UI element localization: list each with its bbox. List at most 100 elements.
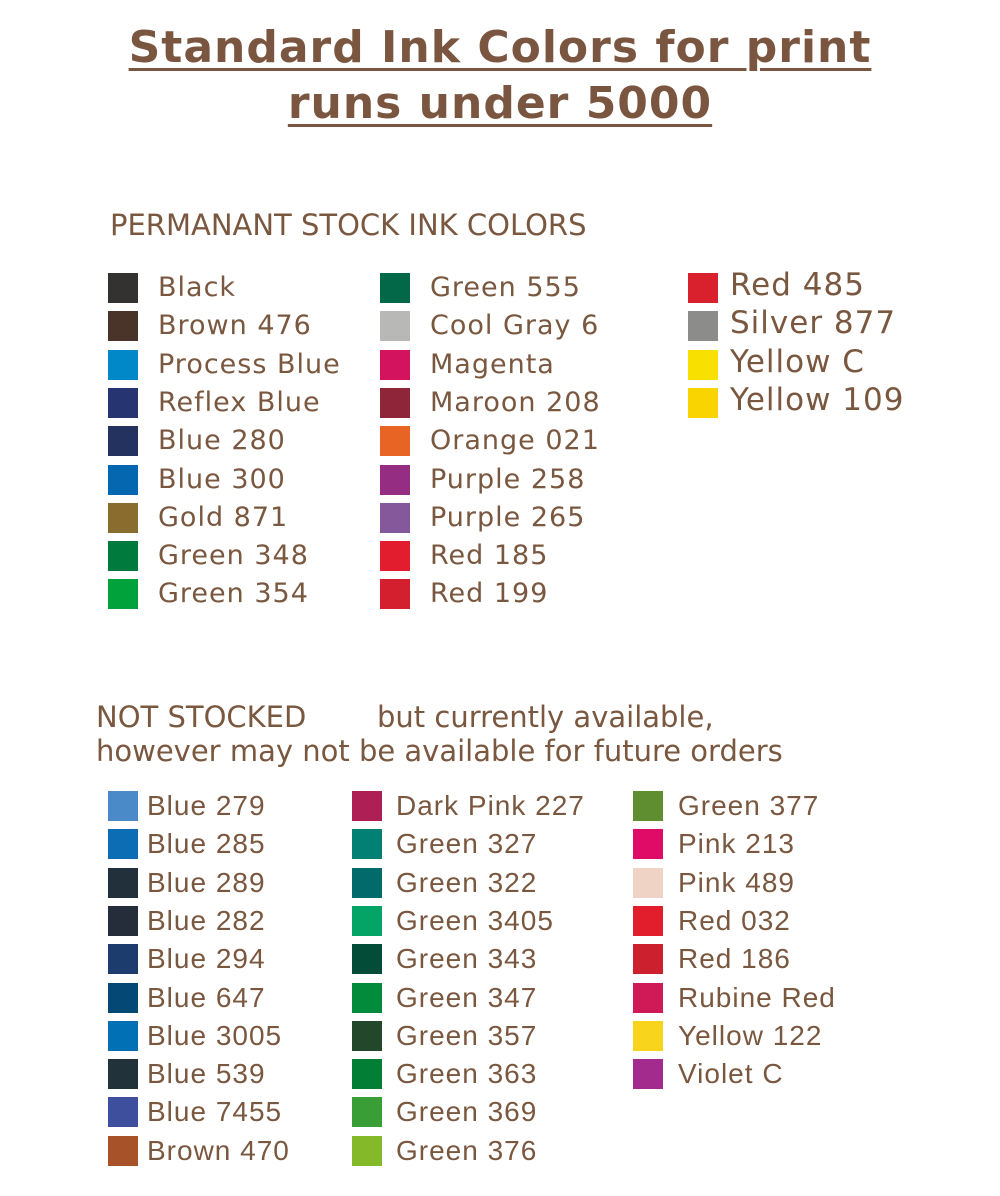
color-swatch bbox=[380, 579, 410, 610]
color-name: Blue 647 bbox=[147, 981, 266, 1013]
color-name: Blue 282 bbox=[147, 904, 266, 936]
color-swatch bbox=[108, 387, 138, 418]
color-name: Purple 258 bbox=[430, 463, 586, 495]
color-swatch bbox=[352, 982, 382, 1013]
color-swatch bbox=[633, 1020, 663, 1051]
color-swatch bbox=[352, 1097, 382, 1128]
color-swatch bbox=[352, 829, 382, 860]
color-swatch bbox=[352, 1135, 382, 1166]
color-name: Yellow 109 bbox=[730, 381, 905, 418]
color-swatch bbox=[352, 905, 382, 936]
color-swatch bbox=[688, 387, 718, 418]
not-stocked-subheading: however may not be available for future … bbox=[96, 734, 783, 768]
color-name: Reflex Blue bbox=[158, 386, 321, 418]
color-swatch bbox=[380, 541, 410, 572]
color-name: Red 186 bbox=[678, 943, 791, 975]
color-swatch bbox=[108, 1135, 138, 1166]
color-swatch bbox=[633, 829, 663, 860]
color-swatch bbox=[108, 944, 138, 975]
color-swatch bbox=[688, 349, 718, 380]
color-swatch bbox=[380, 464, 410, 495]
color-swatch bbox=[108, 349, 138, 380]
color-swatch bbox=[688, 311, 718, 342]
color-name: Brown 476 bbox=[158, 310, 312, 342]
stock-heading: PERMANANT STOCK INK COLORS bbox=[110, 208, 587, 242]
color-name: Blue 7455 bbox=[147, 1096, 283, 1128]
color-name: Green 357 bbox=[396, 1019, 538, 1051]
color-name: Green 363 bbox=[396, 1058, 538, 1090]
color-swatch bbox=[108, 867, 138, 898]
color-name: Process Blue bbox=[158, 348, 341, 380]
color-swatch bbox=[108, 273, 138, 303]
color-name: Blue 279 bbox=[147, 790, 266, 821]
color-name: Dark Pink 227 bbox=[396, 790, 585, 821]
color-swatch bbox=[380, 502, 410, 533]
color-name: Magenta bbox=[430, 348, 555, 380]
color-swatch bbox=[108, 426, 138, 457]
color-swatch bbox=[633, 791, 663, 821]
color-swatch bbox=[108, 579, 138, 610]
color-name: Blue 285 bbox=[147, 828, 266, 860]
color-name: Silver 877 bbox=[730, 305, 897, 342]
color-name: Brown 470 bbox=[147, 1134, 290, 1166]
color-name: Green 348 bbox=[158, 540, 309, 572]
color-swatch bbox=[352, 867, 382, 898]
color-swatch bbox=[633, 944, 663, 975]
color-name: Green 322 bbox=[396, 866, 538, 898]
color-swatch bbox=[108, 905, 138, 936]
color-name: Yellow 122 bbox=[678, 1019, 823, 1051]
color-name: Pink 213 bbox=[678, 828, 795, 860]
color-swatch bbox=[380, 273, 410, 303]
color-swatch bbox=[108, 1097, 138, 1128]
color-swatch bbox=[108, 829, 138, 860]
color-name: Green 327 bbox=[396, 828, 538, 860]
color-name: Red 199 bbox=[430, 578, 549, 610]
color-name: Blue 539 bbox=[147, 1058, 266, 1090]
color-swatch bbox=[380, 311, 410, 342]
color-name: Blue 294 bbox=[147, 943, 266, 975]
color-swatch bbox=[108, 1059, 138, 1090]
color-swatch bbox=[108, 791, 138, 821]
color-name: Green 377 bbox=[678, 790, 820, 821]
color-name: Blue 289 bbox=[147, 866, 266, 898]
color-name: Blue 3005 bbox=[147, 1019, 283, 1051]
color-swatch bbox=[352, 1020, 382, 1051]
color-name: Green 347 bbox=[396, 981, 538, 1013]
color-swatch bbox=[380, 349, 410, 380]
color-name: Maroon 208 bbox=[430, 386, 601, 418]
color-swatch bbox=[108, 502, 138, 533]
color-name: Red 032 bbox=[678, 904, 791, 936]
color-swatch bbox=[633, 867, 663, 898]
color-name: Green 555 bbox=[430, 272, 581, 303]
color-name: Green 369 bbox=[396, 1096, 538, 1128]
color-name: Blue 300 bbox=[158, 463, 286, 495]
color-swatch bbox=[633, 905, 663, 936]
not-stocked-heading: NOT STOCKED bbox=[96, 700, 307, 734]
color-name: Gold 871 bbox=[158, 501, 289, 533]
color-name: Pink 489 bbox=[678, 866, 795, 898]
color-name: Green 343 bbox=[396, 943, 538, 975]
color-name: Cool Gray 6 bbox=[430, 310, 600, 342]
color-swatch bbox=[380, 426, 410, 457]
color-name: Black bbox=[158, 272, 237, 303]
color-swatch bbox=[633, 1059, 663, 1090]
color-swatch bbox=[688, 273, 718, 303]
not-stocked-heading-note: but currently available, bbox=[377, 700, 714, 734]
color-name: Green 354 bbox=[158, 578, 309, 610]
color-name: Green 376 bbox=[396, 1134, 538, 1166]
color-name: Orange 021 bbox=[430, 425, 600, 457]
color-name: Rubine Red bbox=[678, 981, 836, 1013]
color-swatch bbox=[108, 464, 138, 495]
color-swatch bbox=[108, 1020, 138, 1051]
color-name: Red 185 bbox=[430, 540, 549, 572]
color-name: Violet C bbox=[678, 1058, 784, 1090]
page-title-line-1: Standard Ink Colors for print bbox=[128, 22, 872, 73]
color-swatch bbox=[108, 311, 138, 342]
color-swatch bbox=[352, 791, 382, 821]
color-name: Blue 280 bbox=[158, 425, 286, 457]
color-name: Yellow C bbox=[730, 343, 865, 380]
color-name: Purple 265 bbox=[430, 501, 586, 533]
color-swatch bbox=[352, 944, 382, 975]
page-title-line-2: runs under 5000 bbox=[287, 78, 713, 129]
color-name: Green 3405 bbox=[396, 904, 554, 936]
